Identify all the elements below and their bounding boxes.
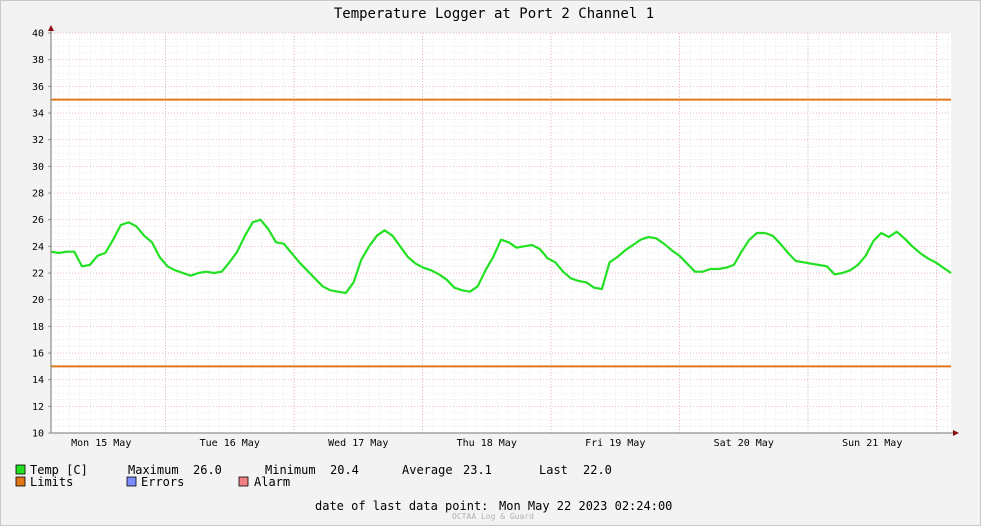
y-tick-label: 20 xyxy=(32,295,44,306)
y-tick-label: 38 xyxy=(32,55,44,66)
legend-max-label: Maximum xyxy=(128,463,179,477)
grid xyxy=(51,32,951,434)
y-tick-label: 36 xyxy=(32,82,44,93)
y-tick-label: 16 xyxy=(32,349,44,360)
legend-min-label: Minimum xyxy=(265,463,316,477)
x-tick-label: Sun 21 May xyxy=(842,438,902,449)
chart-title: Temperature Logger at Port 2 Channel 1 xyxy=(334,6,654,22)
legend-avg-value: 23.1 xyxy=(463,463,492,477)
legend-swatch-alarm xyxy=(238,476,249,487)
last-data-point-label: date of last data point: xyxy=(315,499,488,513)
y-tick-label: 26 xyxy=(32,215,44,226)
legend-avg-label: Average xyxy=(402,463,453,477)
y-tick-label: 18 xyxy=(32,322,44,333)
last-data-point-value: Mon May 22 2023 02:24:00 xyxy=(499,499,672,513)
y-tick-label: 32 xyxy=(32,135,44,146)
y-tick-label: 28 xyxy=(32,189,44,200)
legend-min-value: 20.4 xyxy=(330,463,359,477)
series-line-temp xyxy=(50,218,952,295)
x-axis-arrow xyxy=(953,430,959,436)
y-tick-label: 14 xyxy=(32,375,44,386)
series-layer xyxy=(50,218,952,295)
legend-last-label: Last xyxy=(539,463,568,477)
legend-temp-label: Temp [C] xyxy=(30,463,88,477)
legend-swatch-limits xyxy=(15,476,26,487)
legend-swatch-errors xyxy=(126,476,137,487)
x-axis-ticks: Mon 15 May Tue 16 May Wed 17 May Thu 18 May… xyxy=(71,438,902,449)
x-tick-label: Thu 18 May xyxy=(457,438,517,449)
x-tick-label: Mon 15 May xyxy=(71,438,131,449)
axes xyxy=(48,25,959,436)
x-tick-label: Fri 19 May xyxy=(585,438,645,449)
brand-watermark: OCTAA Log & Guard xyxy=(452,512,534,521)
y-tick-label: 12 xyxy=(32,402,44,413)
x-tick-label: Wed 17 May xyxy=(328,438,388,449)
y-tick-label: 30 xyxy=(32,162,44,173)
legend-alarm-label: Alarm xyxy=(254,475,290,489)
x-tick-label: Tue 16 May xyxy=(200,438,260,449)
y-axis-ticks: 10 12 14 16 18 20 22 24 26 28 30 32 34 36 38 40 xyxy=(32,29,51,440)
x-tick-label: Sat 20 May xyxy=(714,438,774,449)
legend-swatch-temp xyxy=(15,464,26,475)
legend-last-value: 22.0 xyxy=(583,463,612,477)
legend-limits-label: Limits xyxy=(30,475,73,489)
legend-max-value: 26.0 xyxy=(193,463,222,477)
limit-lines xyxy=(51,98,951,368)
y-axis-arrow xyxy=(48,25,54,31)
y-tick-label: 24 xyxy=(32,242,44,253)
y-tick-label: 10 xyxy=(32,429,44,440)
y-tick-label: 22 xyxy=(32,269,44,280)
legend-errors-label: Errors xyxy=(141,475,184,489)
y-tick-label: 40 xyxy=(32,29,44,40)
y-tick-label: 34 xyxy=(32,109,44,120)
